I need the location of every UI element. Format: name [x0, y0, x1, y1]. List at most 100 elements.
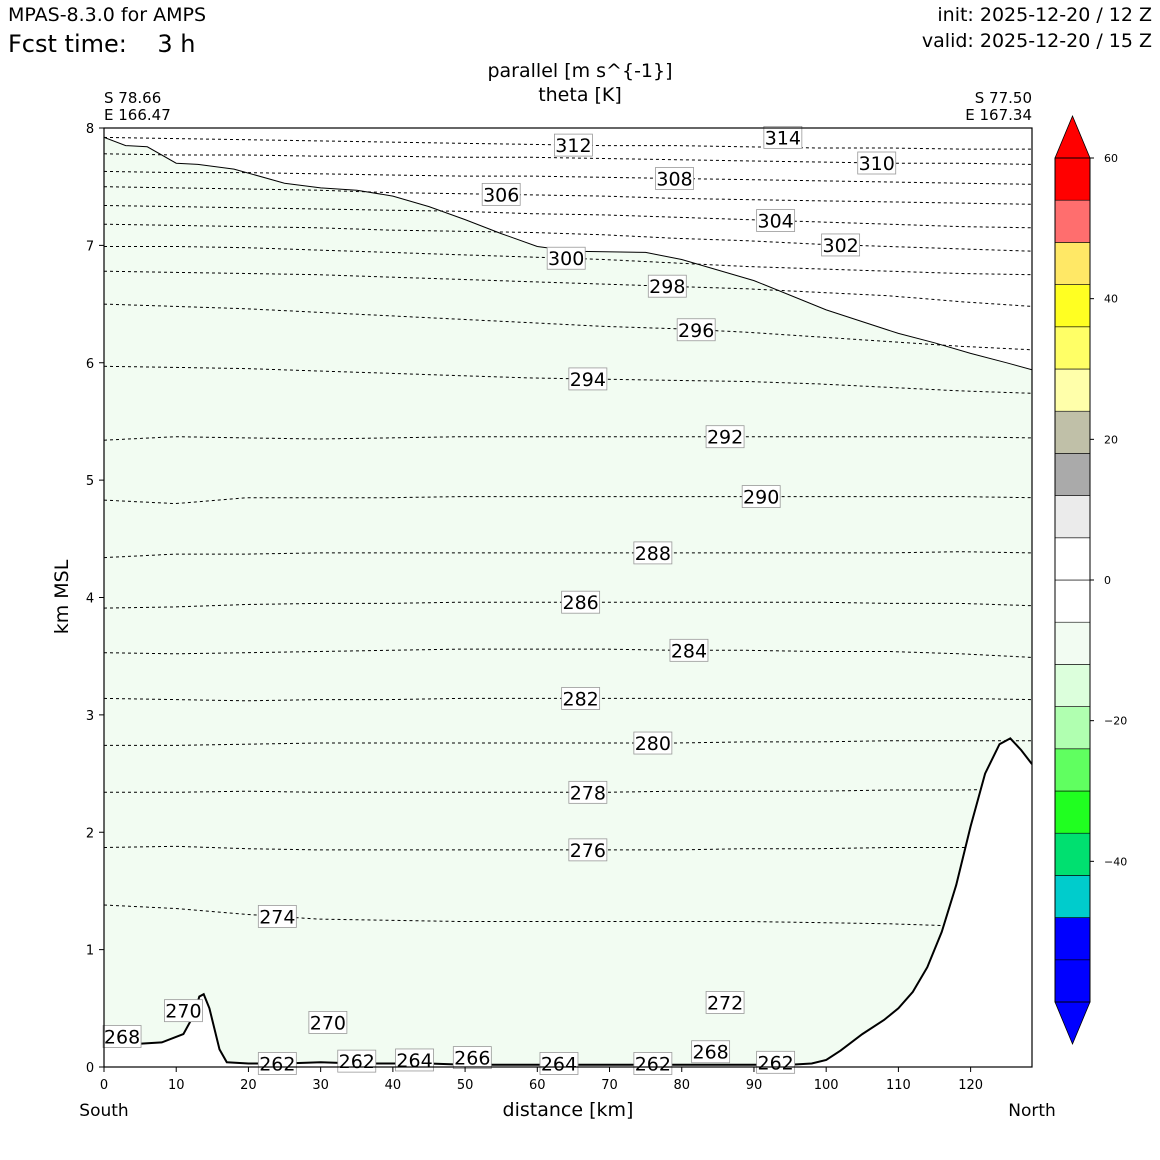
theta-contour-302: [104, 223, 1032, 252]
colorbar-over-arrow: [1054, 114, 1091, 159]
theta-label-box: [164, 999, 203, 1023]
wind-zero-contour: [104, 136, 1032, 371]
y-tick-label: 0: [86, 1061, 94, 1076]
x-tick-label: 100: [814, 1078, 839, 1093]
theta-label-262: 262: [635, 1053, 671, 1075]
y-tick-label: 7: [86, 239, 94, 254]
colorbar-tick-label: −20: [1104, 715, 1127, 728]
theta-label-270: 270: [165, 1001, 201, 1023]
colorbar-segment: [1054, 368, 1091, 412]
y-tick-label: 2: [86, 826, 94, 841]
theta-contour-310: [104, 153, 1032, 165]
colorbar-segment: [1054, 579, 1091, 623]
colorbar-segment: [1054, 706, 1091, 750]
theta-label-290: 290: [743, 487, 779, 509]
theta-label-box: [756, 209, 796, 232]
forecast-time-label: Fcst time:: [8, 30, 127, 58]
theta-label-264: 264: [541, 1053, 577, 1075]
theta-label-box: [257, 905, 297, 928]
theta-label-284: 284: [671, 640, 707, 662]
y-tick-label: 6: [86, 357, 94, 372]
theta-label-box: [705, 991, 745, 1014]
theta-label-262: 262: [339, 1051, 375, 1073]
theta-label-box: [568, 367, 608, 391]
theta-label-box: [676, 318, 716, 342]
colorbar-segment: [1054, 664, 1091, 707]
colorbar-tick-label: −40: [1104, 855, 1127, 868]
colorbar-under-arrow: [1054, 1001, 1091, 1046]
valid-time: valid: 2025-12-20 / 15 Z: [921, 30, 1152, 52]
colorbar-segment: [1054, 959, 1091, 1003]
theta-label-262: 262: [259, 1053, 295, 1075]
theta-label-310: 310: [859, 153, 895, 175]
theta-label-box: [821, 233, 861, 257]
y-tick-label: 5: [86, 474, 94, 489]
x-tick-label: 40: [385, 1078, 402, 1093]
theta-label-282: 282: [563, 688, 599, 710]
forecast-time-value: 3 h: [157, 30, 196, 58]
theta-label-276: 276: [570, 840, 606, 862]
x-tick-label: 60: [529, 1078, 546, 1093]
colorbar-segment: [1054, 242, 1091, 285]
theta-label-box: [633, 1052, 673, 1075]
colorbar-segment: [1054, 917, 1091, 961]
theta-label-296: 296: [678, 320, 714, 342]
theta-contour-288: [104, 551, 1032, 559]
x-tick-label: 20: [240, 1078, 257, 1093]
colorbar-tick-label: 20: [1104, 433, 1118, 446]
end-side-label: North: [1008, 1101, 1056, 1121]
end-point-lon: E 167.34: [965, 106, 1032, 124]
wind-contour-layer: [104, 136, 1032, 371]
theta-contour-284: [104, 648, 1032, 658]
theta-label-304: 304: [757, 211, 793, 233]
colorbar-segment: [1054, 284, 1091, 328]
theta-label-308: 308: [656, 168, 692, 190]
end-point-lat: S 77.50: [974, 89, 1032, 107]
x-tick-label: 50: [457, 1078, 474, 1093]
theta-label-box: [857, 151, 897, 175]
theta-label-box: [633, 541, 673, 565]
colorbar-tick-label: 0: [1104, 574, 1111, 587]
theta-contour-278: [104, 788, 1032, 793]
theta-contour-296: [104, 303, 1032, 351]
theta-contour-306: [104, 186, 1032, 205]
colorbar-segment: [1054, 410, 1091, 454]
axes-layer: 0 10 20 30 40 50 60 70 80 90 100 110 120 0 1 2 3 4 5 6 7 8: [86, 122, 1033, 1093]
start-side-label: South: [79, 1101, 129, 1121]
theta-label-312: 312: [555, 135, 591, 157]
theta-label-box: [691, 1040, 731, 1064]
theta-contour-294: [104, 365, 1032, 394]
y-tick-label: 1: [86, 944, 94, 959]
x-tick-label: 70: [601, 1078, 618, 1093]
theta-label-box: [395, 1048, 434, 1072]
colorbar-segment: [1054, 790, 1091, 834]
theta-label-314: 314: [765, 127, 801, 149]
theta-label-box: [669, 638, 709, 662]
theta-label-300: 300: [548, 248, 584, 270]
contour-label-layer: 312 310 308 306 304 302 300 298 296 294 292 290 288 2…: [102, 125, 897, 1075]
terrain-area: [104, 738, 1032, 1067]
theta-label-box: [655, 167, 694, 190]
forecast-time: Fcst time: 3 h: [8, 30, 195, 58]
theta-label-box: [481, 182, 521, 206]
theta-label-288: 288: [635, 543, 671, 565]
theta-label-box: [452, 1046, 492, 1070]
x-tick-label: 0: [100, 1078, 108, 1093]
theta-label-box: [561, 687, 601, 710]
x-tick-label: 110: [886, 1078, 911, 1093]
theta-label-294: 294: [570, 369, 606, 391]
theta-label-274: 274: [259, 906, 295, 928]
theta-label-262: 262: [757, 1052, 793, 1074]
colorbar-segment: [1054, 832, 1091, 876]
theta-label-270: 270: [310, 1012, 346, 1034]
init-time: init: 2025-12-20 / 12 Z: [937, 4, 1152, 26]
theta-label-box: [554, 133, 593, 157]
theta-label-280: 280: [635, 733, 671, 755]
theta-contour-280: [104, 740, 1032, 746]
theta-label-box: [705, 425, 745, 449]
theta-contour-304: [104, 205, 1032, 229]
theta-label-box: [102, 1025, 142, 1048]
start-point-lon: E 166.47: [104, 106, 171, 124]
theta-label-box: [741, 485, 781, 508]
